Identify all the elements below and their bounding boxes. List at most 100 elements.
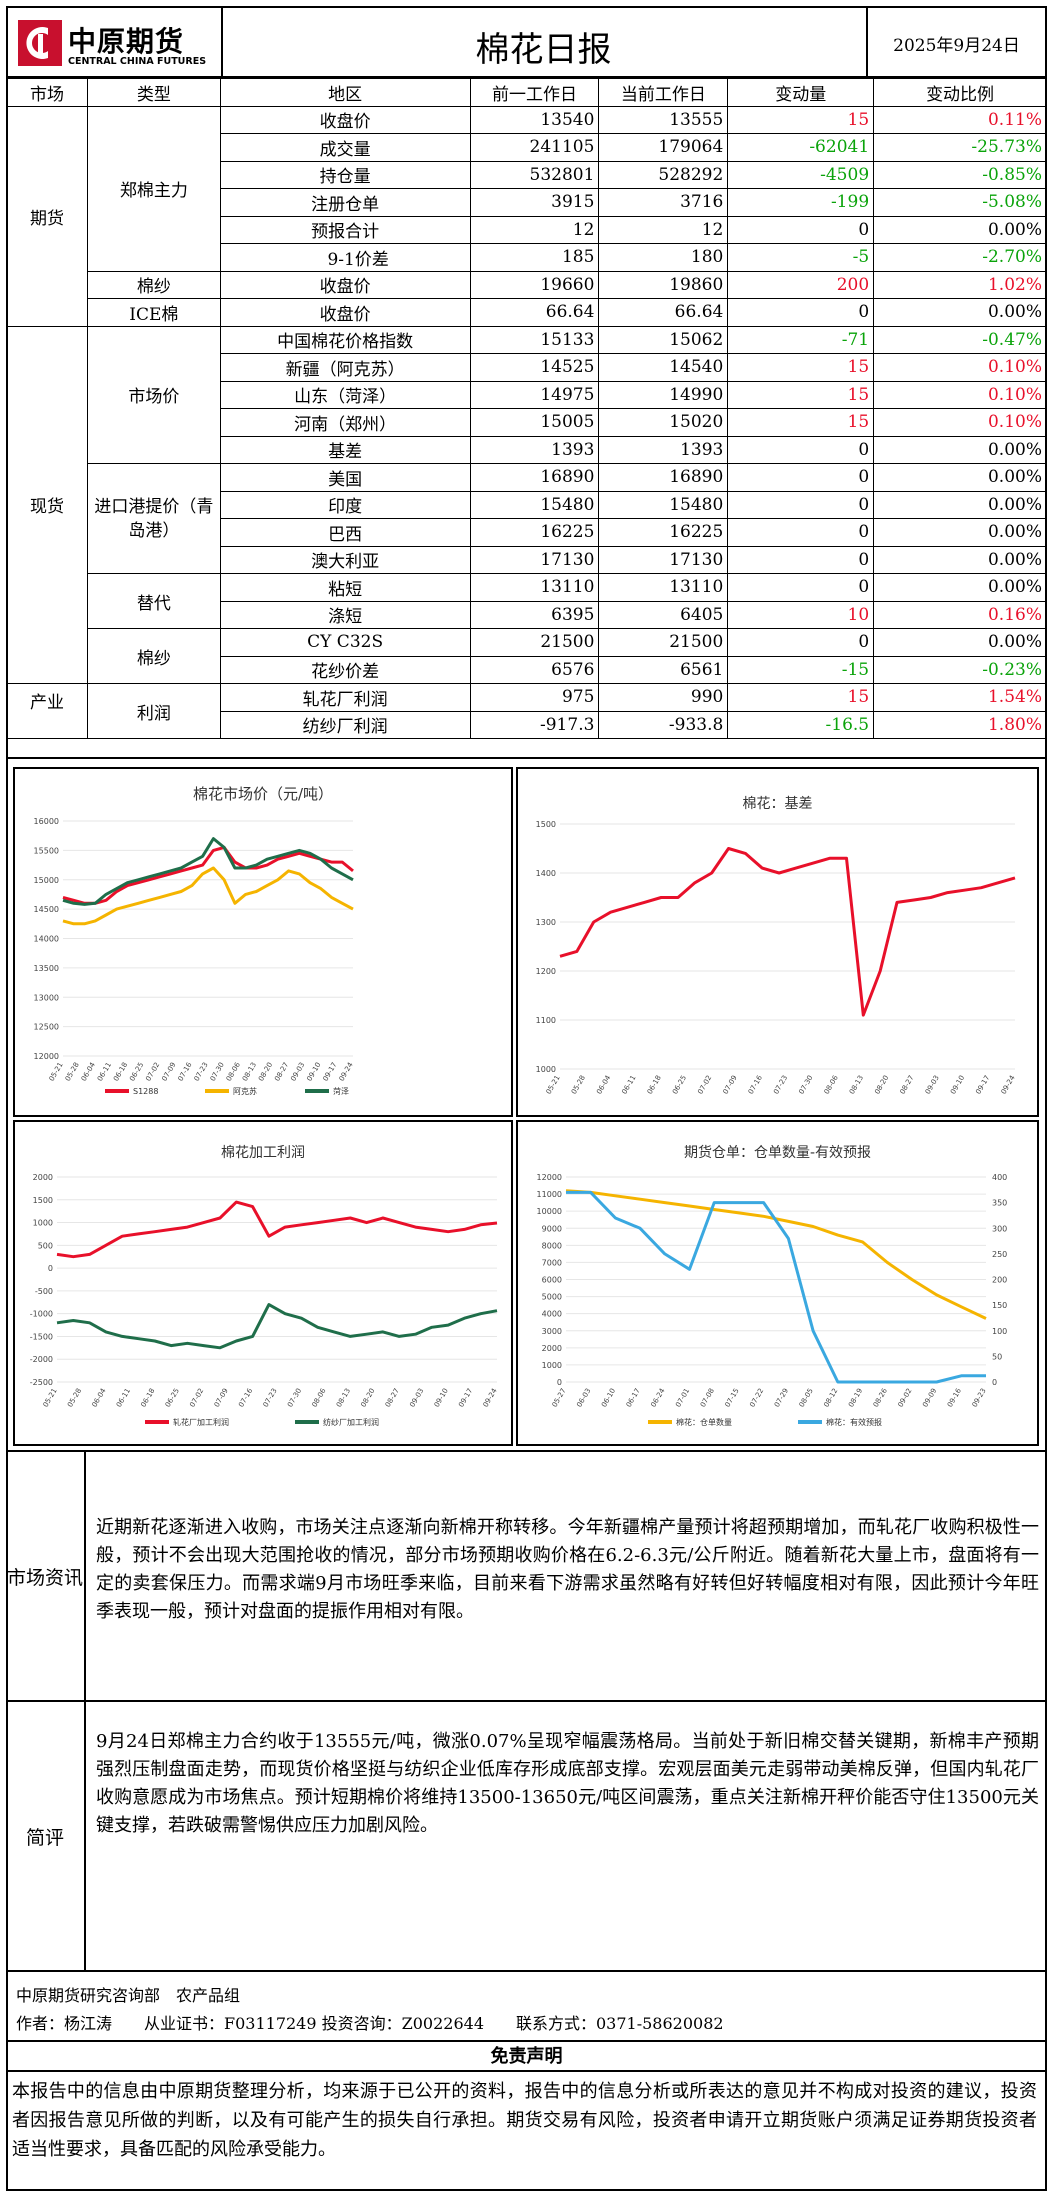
- chart-warehouse-receipts-svg: 0100020003000400050006000700080009000100…: [537, 1173, 1008, 1427]
- cell-cur: 15480: [598, 490, 729, 519]
- cell-chg: 0: [727, 435, 875, 464]
- table-row: 巴西 16225 16225 0 0.00%: [7, 518, 1047, 547]
- y-tick-label: 8000: [542, 1241, 562, 1250]
- x-tick-label: 06-25: [671, 1074, 688, 1096]
- cell-prev: 975: [469, 683, 600, 712]
- series-line: [62, 845, 354, 905]
- x-tick-label: 05-21: [42, 1387, 59, 1409]
- y-tick-label: -1500: [30, 1332, 53, 1341]
- chart-market-price-svg: 12000 12500 13000 13500 14000 14500 15000 15500…: [34, 817, 355, 1096]
- x-tick-label: 08-20: [873, 1074, 890, 1096]
- cell-cur: 3716: [598, 188, 729, 217]
- x-tick-label: 06-18: [646, 1074, 663, 1096]
- cell-cur: 180: [598, 243, 729, 272]
- series-line: [559, 847, 1016, 1017]
- legend-label: 阿克苏: [233, 1086, 257, 1096]
- x-tick-label: 09-10: [949, 1074, 966, 1096]
- chart-basis-svg: 1000 1100 1200 1300 1400 1500 05-21 05-28 06-04 0…: [536, 820, 1017, 1096]
- cell-prev: 17130: [469, 545, 600, 574]
- y-tick-label: 0: [48, 1264, 53, 1273]
- y-tick-label: 500: [38, 1241, 53, 1250]
- cell-chg: -199: [727, 188, 875, 217]
- cell-region: 新疆（阿克苏）: [219, 353, 471, 382]
- x-tick-label: 06-11: [96, 1061, 113, 1083]
- cell-cur: 14540: [598, 353, 729, 382]
- y-tick-label: -500: [35, 1287, 53, 1296]
- cell-region: 中国棉花价格指数: [219, 325, 471, 354]
- cell-prev: 1393: [469, 435, 600, 464]
- x-tick-label: 06-10: [600, 1387, 617, 1409]
- cell-pct: -2.70%: [873, 243, 1047, 272]
- x-tick-label: 09-16: [946, 1387, 963, 1409]
- cell-pct: 1.54%: [873, 683, 1047, 712]
- x-tick-label: 06-04: [91, 1387, 108, 1409]
- y-tick-label: 1500: [33, 1196, 53, 1205]
- cell-prev: 3915: [469, 188, 600, 217]
- y-tick-label: 0: [557, 1378, 562, 1387]
- y-tick-label: 9000: [542, 1224, 562, 1233]
- cell-region: 山东（菏泽）: [219, 380, 471, 409]
- cell-chg: -62041: [727, 133, 875, 162]
- x-tick-label: 07-02: [144, 1061, 161, 1083]
- type-cell: ICE棉: [86, 298, 221, 327]
- y-tick-label: 12000: [34, 1052, 59, 1061]
- series-line: [62, 866, 354, 926]
- cell-region: 涤短: [219, 600, 471, 629]
- type-cell: 郑棉主力: [86, 105, 221, 272]
- x-tick-label: 09-10: [433, 1387, 450, 1409]
- x-tick-label: 06-18: [112, 1061, 129, 1083]
- cell-region: CY C32S: [219, 628, 471, 657]
- chart-processing-profit-svg: -2500 -2000 -1500 -1000 -500 0 500 1000 1500 2000…: [30, 1173, 499, 1427]
- cell-cur: 17130: [598, 545, 729, 574]
- y-tick-label: 1100: [536, 1016, 556, 1025]
- x-tick-label: 09-17: [322, 1061, 339, 1083]
- column-header: 变动量: [727, 78, 875, 107]
- x-tick-label: 07-23: [772, 1074, 789, 1096]
- cell-pct: 0.16%: [873, 600, 1047, 629]
- x-tick-label: 09-09: [921, 1387, 938, 1409]
- x-tick-label: 06-03: [575, 1387, 592, 1409]
- chart-market-price: 棉花市场价（元/吨） 12000 12500 13000 13500 14000 1450…: [13, 767, 513, 1117]
- cell-region: 收盘价: [219, 270, 471, 299]
- x-tick-label: 09-10: [305, 1061, 322, 1083]
- cell-region: 持仓量: [219, 160, 471, 189]
- chart-title: 期货仓单：仓单数量-有效预报: [683, 1145, 872, 1161]
- y-right-tick-label: 100: [992, 1327, 1007, 1336]
- cell-cur: -933.8: [598, 710, 729, 739]
- x-tick-label: 08-27: [899, 1074, 916, 1096]
- report-header: 中原期货 CENTRAL CHINA FUTURES 棉花日报 2025年9月2…: [6, 6, 1047, 78]
- x-tick-label: 08-13: [848, 1074, 865, 1096]
- market-cell: 期货: [6, 105, 88, 327]
- x-tick-label: 07-30: [797, 1074, 814, 1096]
- cell-prev: 12: [469, 215, 600, 244]
- series-line: [56, 1200, 498, 1259]
- cell-cur: 6561: [598, 655, 729, 684]
- x-tick-label: 05-21: [545, 1074, 562, 1096]
- y-tick-label: 16000: [34, 817, 59, 826]
- y-right-tick-label: 300: [992, 1224, 1007, 1233]
- cell-cur: 13555: [598, 105, 729, 134]
- company-logo: 中原期货 CENTRAL CHINA FUTURES: [14, 14, 214, 74]
- cell-region: 巴西: [219, 518, 471, 547]
- cell-chg: 15: [727, 380, 875, 409]
- cell-region: 河南（郑州）: [219, 408, 471, 437]
- legend-label: 菏泽: [333, 1086, 349, 1096]
- y-tick-label: 13500: [34, 964, 59, 973]
- table-row: 进口港提价（青岛港） 美国 16890 16890 0 0.00%: [7, 463, 1047, 574]
- cell-cur: 1393: [598, 435, 729, 464]
- x-tick-label: 08-13: [241, 1061, 258, 1083]
- cell-cur: 15020: [598, 408, 729, 437]
- table-row: 成交量 241105 179064 -62041 -25.73%: [7, 133, 1047, 162]
- cell-prev: 185: [469, 243, 600, 272]
- y-tick-label: 1300: [536, 918, 556, 927]
- table-row: 印度 15480 15480 0 0.00%: [7, 490, 1047, 519]
- footer-dept: 中原期货研究咨询部 农产品组: [16, 1986, 241, 2005]
- x-tick-label: 08-06: [311, 1387, 328, 1409]
- cell-chg: -5: [727, 243, 875, 272]
- cell-chg: 0: [727, 545, 875, 574]
- series-line: [62, 837, 354, 906]
- y-tick-label: 2000: [33, 1173, 53, 1182]
- y-tick-label: 1000: [33, 1219, 53, 1228]
- x-tick-label: 09-23: [971, 1387, 988, 1409]
- legend-label: 纺纱厂加工利润: [323, 1417, 379, 1427]
